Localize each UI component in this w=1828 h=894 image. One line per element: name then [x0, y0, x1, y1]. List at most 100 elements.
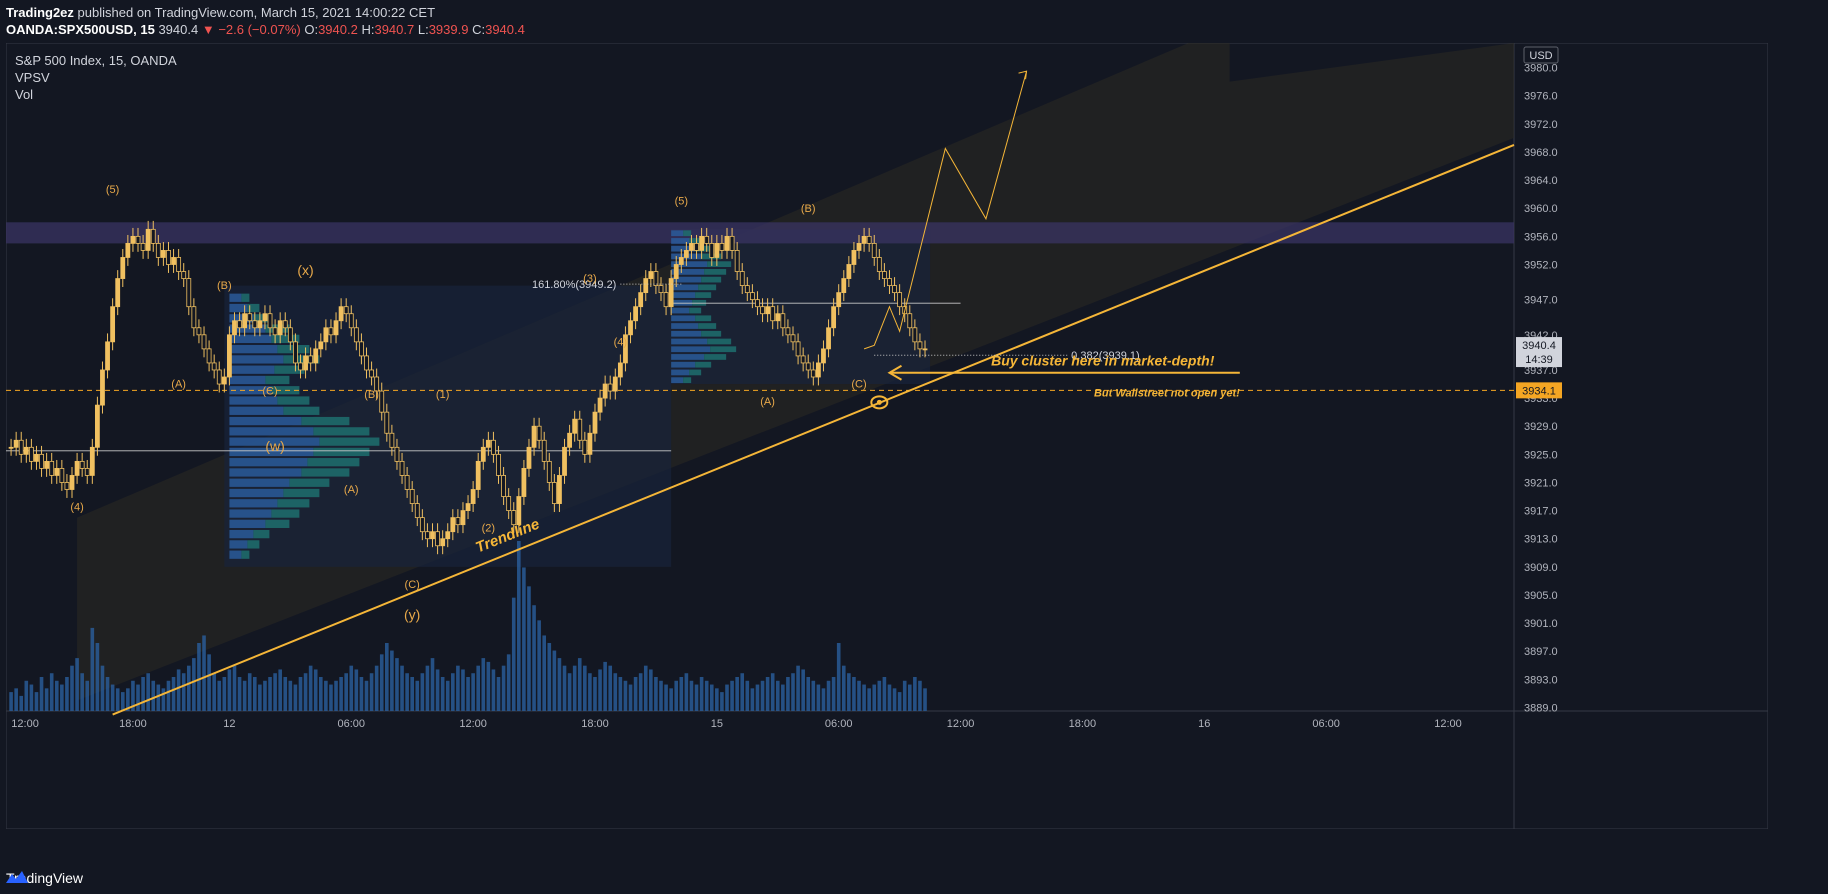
candle-body [582, 439, 588, 455]
volume-bar [303, 673, 308, 711]
volume-bar [562, 665, 567, 711]
legend-title[interactable]: S&P 500 Index, 15, OANDA [15, 53, 177, 68]
x-tick-label: 12 [223, 718, 235, 730]
volume-profile-right-bar [671, 245, 696, 252]
volume-profile-right-bar [671, 269, 705, 275]
volume-bar [232, 665, 237, 711]
candle-body [577, 418, 583, 441]
volume-bar [105, 677, 110, 711]
volume-bar [186, 665, 191, 711]
candle-body [257, 320, 263, 329]
volume-bar [791, 673, 795, 711]
volume-bar [247, 673, 252, 711]
volume-bar [730, 680, 734, 711]
candle-body [94, 404, 100, 448]
last-price: 3940.4 [158, 22, 199, 37]
candle-body [435, 531, 440, 547]
candle-body [181, 271, 187, 279]
volume-profile-right-bar [671, 377, 684, 384]
author-name[interactable]: Trading2ez [6, 5, 74, 20]
candle-body [841, 278, 847, 294]
y-tick-label: 3937.0 [1524, 365, 1558, 377]
volume-bar [359, 677, 364, 711]
candle-body [887, 278, 892, 286]
volume-bar [202, 635, 206, 711]
candle-body [328, 327, 334, 336]
volume-bar [872, 684, 877, 711]
legend-vol[interactable]: Vol [15, 87, 34, 102]
candle-body [749, 292, 755, 301]
volume-bar [120, 692, 125, 711]
volume-bar [100, 665, 105, 711]
wave-label: (2) [482, 523, 495, 535]
price-chart[interactable]: Trendline161.80%(3949.2)0.382(3939.1)(5)… [6, 43, 1768, 829]
volume-bar [476, 665, 481, 711]
candle-body [313, 348, 319, 364]
volume-bar [618, 677, 623, 711]
candle-body [13, 439, 19, 448]
wave-label: (B) [801, 203, 816, 215]
volume-profile-left-bar [229, 396, 278, 405]
volume-bar [857, 680, 861, 711]
y-tick-label: 3964.0 [1524, 175, 1558, 187]
x-tick-label: 12:00 [11, 718, 39, 730]
volume-profile-left-bar [229, 488, 284, 498]
volume-bar [471, 673, 475, 711]
y-tick-label: 3889.0 [1524, 702, 1558, 714]
candle-body [607, 383, 613, 392]
chart-header: Trading2ez published on TradingView.com,… [6, 4, 525, 38]
volume-bar [664, 684, 668, 711]
candle-body [364, 355, 369, 371]
volume-profile-right-bar [671, 261, 708, 268]
candle-body [531, 425, 537, 448]
volume-profile-right-bar [671, 330, 702, 337]
y-tick-label: 3968.0 [1524, 147, 1558, 159]
volume-bar [598, 669, 602, 711]
fib-label-382: 0.382(3939.1) [1071, 350, 1140, 362]
candle-body [145, 228, 151, 251]
candle-body [836, 292, 842, 308]
y-tick-label: 3897.0 [1524, 646, 1558, 658]
volume-bar [608, 665, 613, 711]
volume-bar [583, 665, 587, 711]
volume-profile-left-bar [229, 293, 242, 302]
candle-body [826, 327, 831, 350]
candle-body [694, 242, 699, 251]
candle-body [308, 355, 314, 364]
candle-body [729, 235, 735, 251]
candle-body [516, 496, 522, 526]
chart-area[interactable]: Trendline 161.80%(3949.2) 0.382(3939.1) (5)… [6, 43, 1768, 829]
y-tick-label: 3925.0 [1524, 449, 1558, 461]
volume-profile-right-bar-ask [695, 361, 712, 368]
volume-bar [689, 680, 694, 711]
y-tick-label: 3947.0 [1524, 295, 1558, 307]
x-tick-label: 12:00 [947, 718, 975, 730]
volume-bar [217, 680, 222, 711]
candle-body [638, 292, 644, 308]
volume-bar [694, 684, 699, 711]
volume-bar [324, 680, 328, 711]
candle-body [298, 362, 303, 371]
volume-profile-right-bar-ask [704, 354, 727, 360]
legend-vpsv[interactable]: VPSV [15, 70, 50, 85]
volume-bar [181, 673, 186, 711]
volume-profile-left-bar-ask [301, 468, 350, 477]
candle-body [562, 446, 567, 476]
candle-body [501, 475, 506, 497]
high-value: 3940.7 [374, 22, 415, 37]
candle-body [333, 320, 339, 336]
candle-body [216, 369, 222, 385]
volume-profile-left-bar [229, 345, 278, 354]
volume-profile-right-bar [671, 238, 690, 244]
volume-bar [70, 665, 74, 711]
volume-profile-left-bar [229, 416, 302, 426]
volume-profile-right-bar [671, 361, 696, 368]
volume-bar [435, 669, 440, 711]
candle-body [419, 517, 425, 533]
candle-body [724, 235, 730, 251]
candle-body [815, 362, 821, 378]
volume-bar [329, 684, 333, 711]
volume-profile-left-bar-ask [313, 447, 370, 457]
volume-bar [54, 680, 59, 711]
volume-profile-right-bar-ask [710, 346, 737, 353]
